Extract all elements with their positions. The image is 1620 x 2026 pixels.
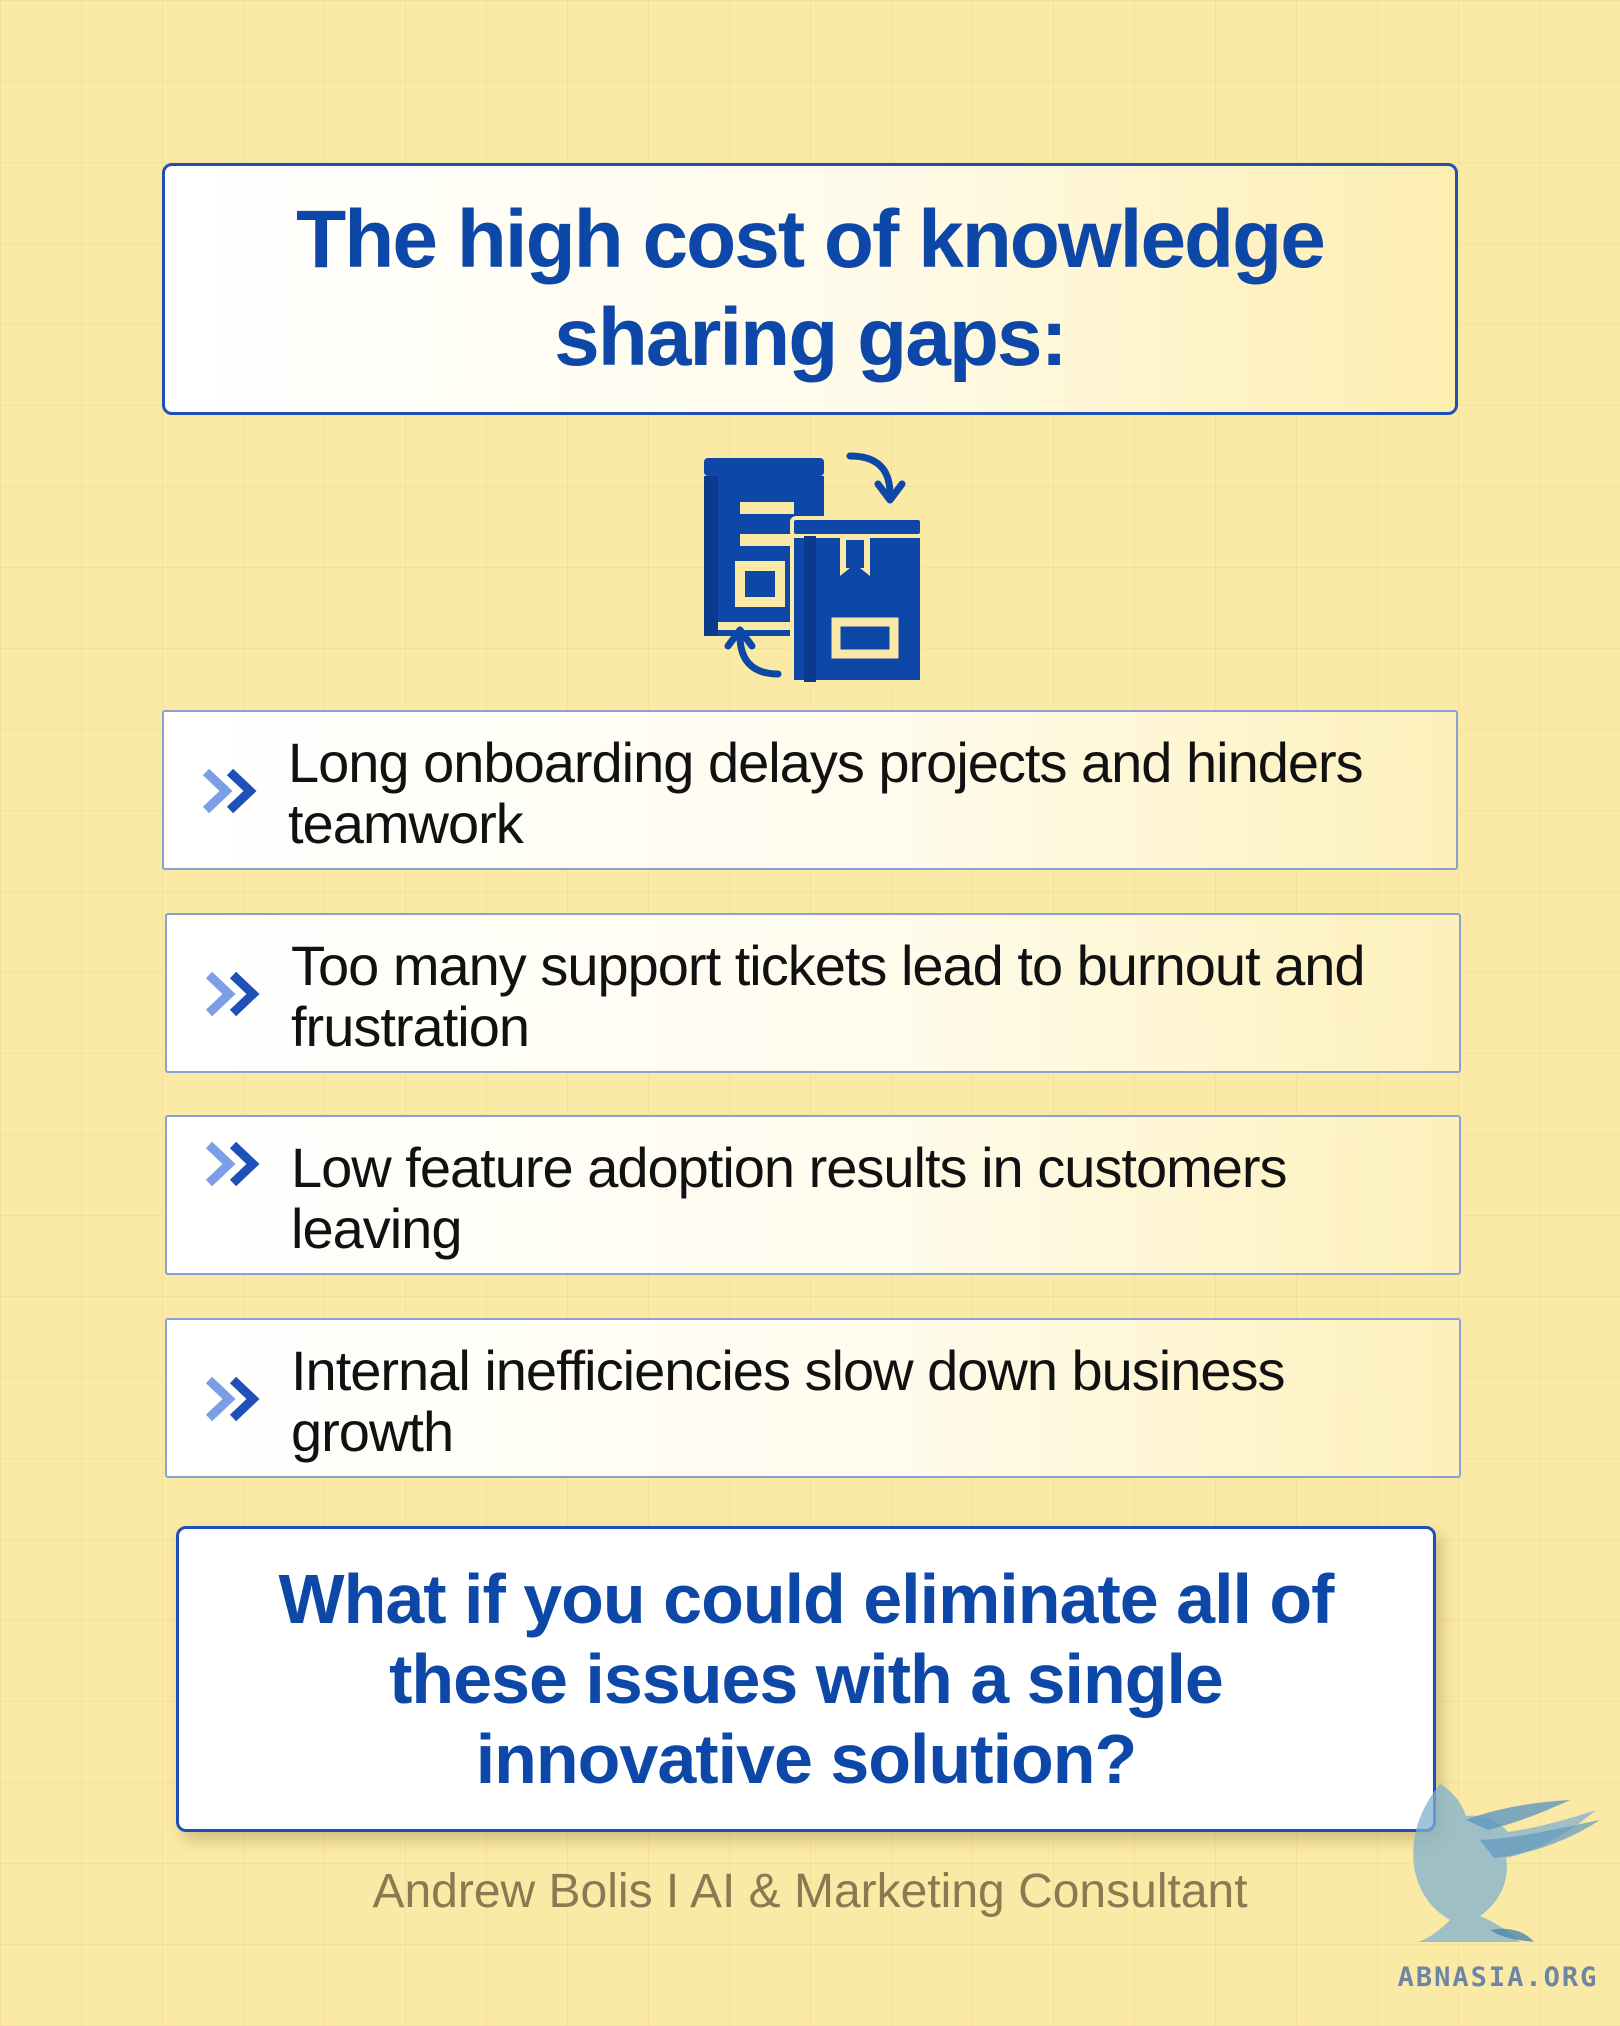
list-item: Internal inefficiencies slow down busine…: [165, 1318, 1461, 1478]
title-card: The high cost of knowledge sharing gaps:: [162, 163, 1458, 415]
list-item-text: Low feature adoption results in customer…: [291, 1136, 1288, 1260]
author-credit: Andrew Bolis I AI & Marketing Consultant: [372, 1865, 1248, 1918]
double-chevron-icon: [202, 768, 257, 814]
double-chevron-icon: [205, 971, 260, 1017]
list-item-text: Long onboarding delays projects and hind…: [288, 731, 1364, 855]
list-item-text: Too many support tickets lead to burnout…: [291, 934, 1366, 1058]
closing-question: What if you could eliminate all of these…: [278, 1560, 1335, 1798]
list-item-text: Internal inefficiencies slow down busine…: [291, 1339, 1286, 1463]
double-chevron-icon: [205, 1141, 260, 1187]
list-item: Long onboarding delays projects and hind…: [162, 710, 1458, 870]
watermark-text: ABNASIA.ORG: [1397, 1962, 1599, 1993]
griffin-logo-icon: [1413, 1784, 1600, 1942]
question-card: What if you could eliminate all of these…: [176, 1526, 1436, 1832]
double-chevron-icon: [205, 1376, 260, 1422]
page-title: The high cost of knowledge sharing gaps:: [296, 194, 1326, 383]
list-item: Low feature adoption results in customer…: [165, 1115, 1461, 1275]
books-exchange-icon: [704, 452, 922, 684]
list-item: Too many support tickets lead to burnout…: [165, 913, 1461, 1073]
